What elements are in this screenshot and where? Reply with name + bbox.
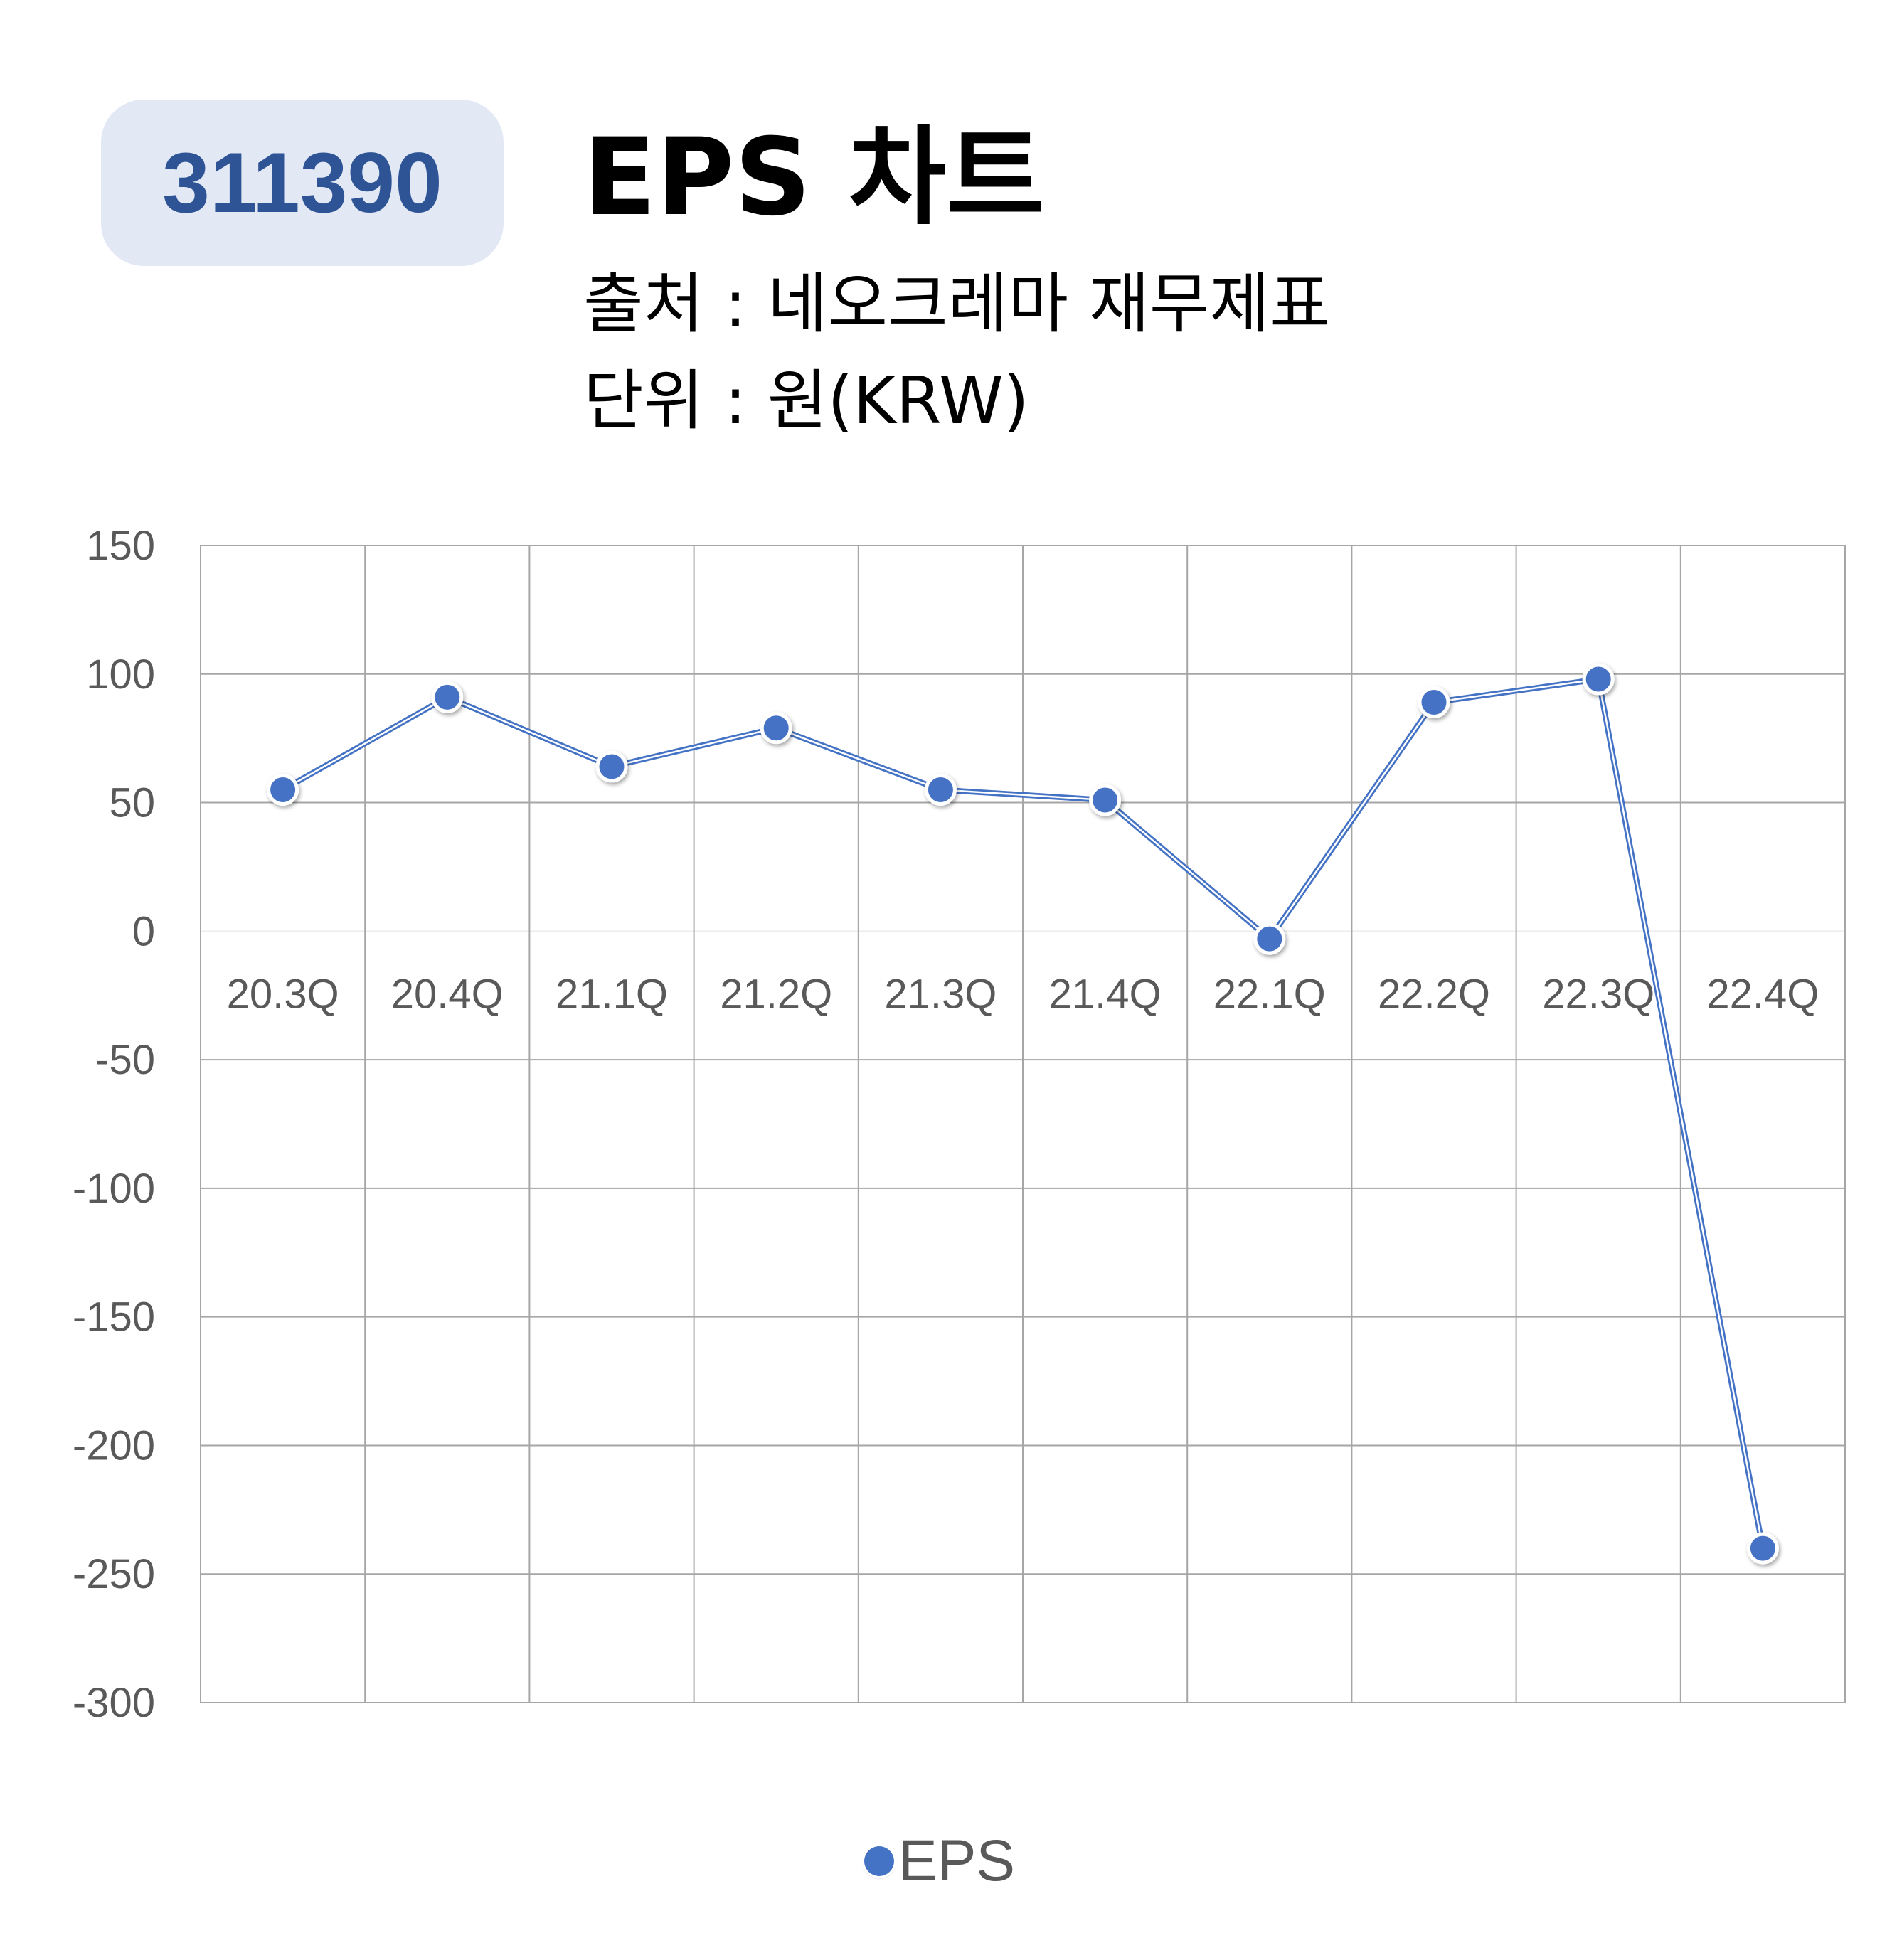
series-points <box>267 663 1779 1565</box>
y-tick-label: -200 <box>73 1422 155 1469</box>
legend-marker-icon <box>864 1846 894 1876</box>
series-line <box>281 676 1766 1549</box>
data-point <box>1746 1532 1779 1565</box>
data-point <box>267 773 299 806</box>
data-point <box>924 773 957 806</box>
x-tick-label: 21.2Q <box>720 971 832 1017</box>
data-point <box>1089 784 1122 816</box>
data-point <box>595 750 628 783</box>
legend: EPS <box>864 1828 1015 1895</box>
data-point <box>431 681 464 713</box>
y-tick-label: -100 <box>73 1166 155 1212</box>
data-point <box>1582 663 1615 696</box>
stock-code-badge: 311390 <box>101 100 504 266</box>
stock-code: 311390 <box>162 135 442 230</box>
y-axis-ticks: 150 100 50 0 -50 -100 -150 -200 -250 -300 <box>73 523 155 1726</box>
y-tick-label: -250 <box>73 1551 155 1597</box>
series-line-inner <box>282 678 1764 1549</box>
y-tick-label: -50 <box>95 1037 155 1083</box>
y-tick-label: 50 <box>109 780 155 826</box>
chart-title: EPS 차트 <box>583 116 1045 240</box>
y-tick-label: -150 <box>73 1294 155 1341</box>
x-tick-label: 20.3Q <box>227 971 339 1017</box>
y-tick-label: 100 <box>86 651 155 698</box>
x-tick-label: 21.4Q <box>1049 971 1162 1017</box>
y-tick-label: 150 <box>86 523 155 569</box>
data-point <box>1418 686 1450 719</box>
x-tick-label: 22.3Q <box>1542 971 1654 1017</box>
x-tick-label: 20.4Q <box>391 971 504 1017</box>
x-axis-ticks: 20.3Q 20.4Q 21.1Q 21.2Q 21.3Q 21.4Q 22.1Q 22.2Q… <box>227 971 1819 1017</box>
legend-label: EPS <box>898 1828 1016 1893</box>
grid <box>200 545 1846 1703</box>
x-tick-label: 22.1Q <box>1213 971 1326 1017</box>
x-tick-label: 21.3Q <box>884 971 997 1017</box>
data-point <box>760 712 792 745</box>
unit-text: 단위 : 원(KRW) <box>583 363 1029 439</box>
x-tick-label: 21.1Q <box>556 971 668 1017</box>
y-tick-label: 0 <box>132 908 155 954</box>
y-tick-label: -300 <box>73 1680 155 1726</box>
x-tick-label: 22.4Q <box>1706 971 1819 1017</box>
x-tick-label: 22.2Q <box>1378 971 1490 1017</box>
source-text: 출처 : 네오크레마 재무제표 <box>583 266 1330 342</box>
data-point <box>1253 922 1286 955</box>
